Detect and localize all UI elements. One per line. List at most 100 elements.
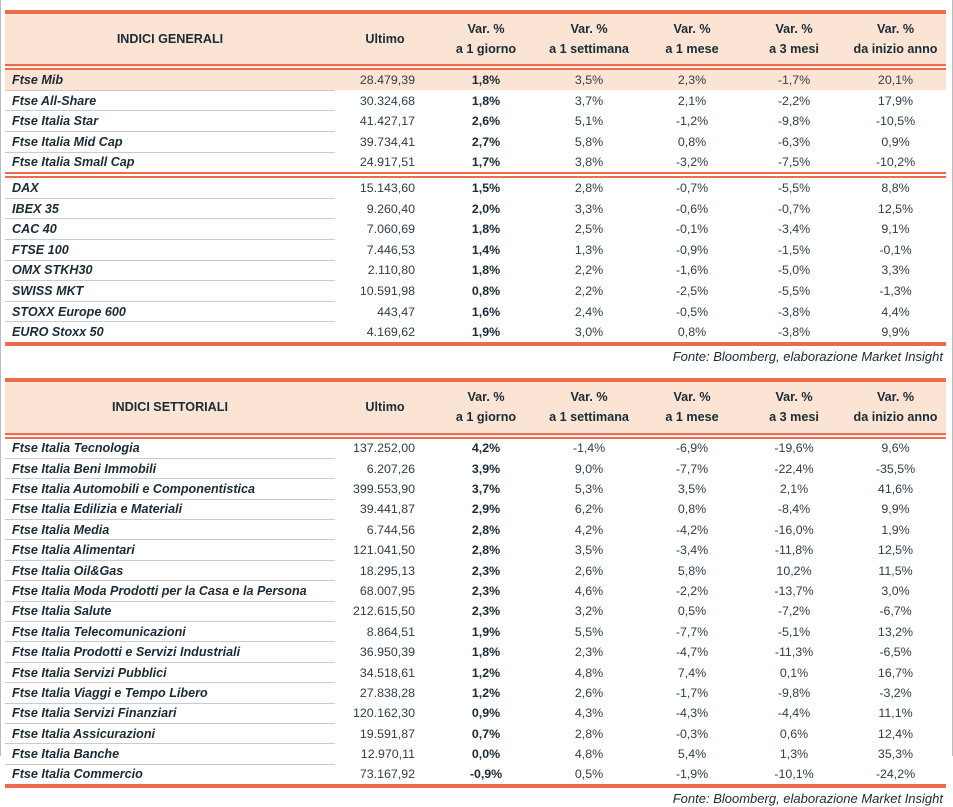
cell-var-1w: 3,8% — [574, 155, 604, 170]
cell-var-3m: 1,3% — [779, 747, 809, 762]
table-row: Ftse Italia Star 41.427,17 2,6% 5,1% -1,2% -9… — [5, 110, 946, 133]
cell-ultimo: 6.207,26 — [366, 461, 415, 476]
row-label: SWISS MKT — [5, 280, 335, 302]
cell-var-1g: 1,4% — [471, 242, 501, 257]
row-label: Ftse Italia Banche — [5, 743, 335, 765]
col-header-var-1w: Var. % a 1 settimana — [537, 378, 641, 439]
cell-var-1m: 5,4% — [677, 747, 707, 762]
table-row: Ftse Italia Servizi Finanziari 120.162,30… — [5, 703, 946, 725]
col-header-line1: Var. % — [570, 390, 608, 405]
table-row: IBEX 35 9.260,40 2,0% 3,3% -0,6% -0,7% 12,5% — [5, 198, 946, 220]
col-header-line2: a 1 mese — [665, 410, 719, 425]
col-header-line2: a 1 settimana — [549, 410, 629, 425]
cell-var-1m: 3,5% — [677, 482, 707, 496]
table-row: DAX 15.143,60 1,5% 2,8% -0,7% -5,5% 8,8% — [5, 172, 946, 199]
cell-var-1m: -7,7% — [675, 624, 709, 639]
cell-var-ytd: 13,2% — [877, 624, 914, 639]
cell-var-1m: -2,2% — [675, 583, 709, 598]
col-header-line2: a 1 giorno — [455, 42, 517, 57]
col-header-line2: a 3 mesi — [769, 410, 819, 425]
col-header-var-1g: Var. % a 1 giorno — [435, 9, 537, 71]
col-header-line1: Var. % — [775, 22, 813, 36]
cell-var-3m: 2,1% — [779, 482, 809, 496]
cell-var-3m: 10,2% — [776, 563, 812, 578]
table-row: Ftse Italia Assicurazioni 19.591,87 0,7% 2,… — [5, 723, 946, 745]
cell-var-1g: 1,7% — [471, 155, 501, 170]
cell-var-3m: -6,3% — [777, 134, 811, 149]
cell-var-1m: -1,2% — [675, 114, 709, 129]
cell-var-1g: 1,8% — [471, 263, 501, 278]
table-row: Ftse Italia Beni Immobili 6.207,26 3,9% 9,0… — [5, 458, 946, 480]
cell-ultimo: 6.744,56 — [366, 522, 415, 537]
cell-var-1g: 0,9% — [471, 706, 501, 721]
cell-var-3m: 0,6% — [779, 726, 809, 741]
cell-var-3m: -8,4% — [777, 502, 811, 517]
indici-settoriali-section: INDICI SETTORIALI Ultimo Var. % a 1 giorno V… — [5, 378, 947, 807]
row-label: Ftse Italia Tecnologia — [5, 435, 335, 459]
row-label: EURO Stoxx 50 — [5, 321, 335, 347]
cell-var-1m: -3,4% — [675, 543, 709, 558]
cell-var-1m: 2,3% — [641, 67, 743, 91]
row-label: Ftse Italia Small Cap — [5, 152, 335, 176]
cell-var-1g: 0,8% — [471, 284, 501, 299]
cell-var-1w: 2,3% — [574, 645, 604, 660]
cell-var-ytd: 1,9% — [881, 522, 910, 537]
cell-var-1m: -4,3% — [675, 706, 709, 721]
cell-var-1g: 1,8% — [435, 67, 537, 91]
row-label: STOXX Europe 600 — [5, 301, 335, 323]
cell-var-1m: 0,8% — [677, 502, 707, 517]
row-label: Ftse Italia Alimentari — [5, 539, 335, 561]
cell-var-1w: 9,0% — [574, 461, 604, 476]
cell-var-3m: -0,7% — [777, 201, 811, 216]
cell-var-3m: -11,3% — [774, 645, 814, 660]
cell-var-1g: 1,9% — [471, 624, 501, 639]
col-header-line1: Var. % — [673, 390, 711, 405]
report-page: INDICI GENERALI Ultimo Var. % a 1 giorno Var… — [5, 9, 947, 807]
cell-var-1w: 3,2% — [574, 604, 604, 619]
table-row: Ftse Italia Banche 12.970,11 0,0% 4,8% 5,4% 1… — [5, 743, 946, 765]
col-header-ultimo: Ultimo — [335, 9, 435, 71]
cell-var-ytd: -6,5% — [879, 645, 912, 660]
cell-var-ytd: 41,6% — [877, 482, 914, 496]
col-header-var-1g: Var. % a 1 giorno — [435, 378, 537, 439]
cell-var-ytd: 12,4% — [877, 726, 914, 741]
cell-var-1w: 4,8% — [574, 665, 604, 680]
cell-var-1w: 2,6% — [574, 563, 604, 578]
cell-var-1m: -1,7% — [675, 685, 709, 700]
cell-ultimo: 39.734,41 — [359, 134, 415, 149]
col-header-line1: Var. % — [876, 22, 915, 36]
cell-var-1m: 2,1% — [677, 93, 707, 108]
cell-var-ytd: 11,5% — [878, 563, 913, 578]
cell-var-1m: -3,2% — [675, 155, 709, 170]
row-label: Ftse Italia Commercio — [5, 764, 335, 789]
col-header-ultimo: Ultimo — [335, 378, 435, 439]
row-label: OMX STKH30 — [5, 260, 335, 282]
indici-generali-table: INDICI GENERALI Ultimo Var. % a 1 giorno Var… — [5, 9, 946, 347]
table-row: Ftse Italia Servizi Pubblici 34.518,61 1,2… — [5, 662, 946, 684]
cell-var-1w: -1,4% — [572, 441, 606, 456]
table-header: INDICI SETTORIALI Ultimo Var. % a 1 giorno V… — [5, 378, 946, 439]
cell-var-ytd: 0,9% — [881, 134, 910, 149]
cell-var-ytd: 16,7% — [877, 665, 914, 680]
cell-var-ytd: 3,0% — [881, 583, 910, 598]
cell-var-1w: 4,3% — [574, 706, 604, 721]
cell-var-ytd: 9,9% — [845, 321, 946, 347]
row-label: Ftse Italia Servizi Finanziari — [5, 703, 335, 725]
cell-ultimo: 18.295,13 — [359, 563, 415, 578]
cell-ultimo: 9.260,40 — [366, 201, 415, 216]
col-header-line2: da inizio anno — [853, 42, 938, 57]
table-title: INDICI GENERALI — [5, 9, 335, 71]
cell-var-ytd: -24,2% — [845, 764, 946, 789]
cell-ultimo: 36.950,39 — [359, 645, 415, 660]
cell-var-1w: 4,8% — [574, 747, 604, 762]
cell-var-3m: -1,5% — [777, 242, 811, 257]
col-header-line2: a 1 mese — [665, 42, 719, 57]
cell-var-1m: -0,3% — [675, 726, 709, 741]
row-label: CAC 40 — [5, 218, 335, 241]
cell-var-3m: -7,2% — [777, 604, 811, 619]
cell-var-3m: -4,4% — [777, 706, 811, 721]
cell-var-ytd: 4,4% — [881, 304, 910, 319]
source-note: Fonte: Bloomberg, elaborazione Market In… — [672, 349, 943, 364]
table-row: Ftse Italia Small Cap 24.917,51 1,7% 3,8% -3… — [5, 152, 946, 176]
cell-var-1w: 2,2% — [574, 284, 604, 299]
